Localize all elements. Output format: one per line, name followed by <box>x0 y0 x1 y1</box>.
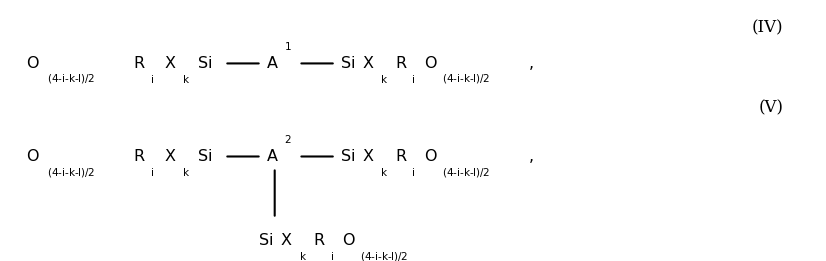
Text: $\mathrm{R}$: $\mathrm{R}$ <box>313 232 326 249</box>
Text: $\mathrm{k}$: $\mathrm{k}$ <box>298 250 306 261</box>
Text: $\mathrm{,}$: $\mathrm{,}$ <box>529 148 534 165</box>
Text: $\mathrm{(4\text{-}i\text{-}k\text{-}l)/2}$: $\mathrm{(4\text{-}i\text{-}k\text{-}l)/… <box>442 165 490 179</box>
Text: $\mathrm{Si}$: $\mathrm{Si}$ <box>259 232 273 249</box>
Text: $\mathrm{i}$: $\mathrm{i}$ <box>150 166 154 178</box>
Text: $\mathrm{2}$: $\mathrm{2}$ <box>284 133 292 145</box>
Text: $\mathrm{O}$: $\mathrm{O}$ <box>424 148 437 165</box>
Text: $\mathrm{(4\text{-}i\text{-}k\text{-}l)/2}$: $\mathrm{(4\text{-}i\text{-}k\text{-}l)/… <box>442 73 490 85</box>
Text: (IV): (IV) <box>752 20 783 37</box>
Text: $\mathrm{O}$: $\mathrm{O}$ <box>342 232 356 249</box>
Text: $\mathrm{O}$: $\mathrm{O}$ <box>424 55 437 72</box>
Text: $\mathrm{A}$: $\mathrm{A}$ <box>266 55 278 72</box>
Text: $\mathrm{O}$: $\mathrm{O}$ <box>26 148 40 165</box>
Text: $\mathrm{X}$: $\mathrm{X}$ <box>362 148 374 165</box>
Text: $\mathrm{R}$: $\mathrm{R}$ <box>395 148 407 165</box>
Text: $\mathrm{k}$: $\mathrm{k}$ <box>380 166 388 178</box>
Text: $\mathrm{i}$: $\mathrm{i}$ <box>150 73 154 85</box>
Text: $\mathrm{O}$: $\mathrm{O}$ <box>26 55 40 72</box>
Text: $\mathrm{i}$: $\mathrm{i}$ <box>411 73 415 85</box>
Text: $\mathrm{(4\text{-}i\text{-}k\text{-}l)/2}$: $\mathrm{(4\text{-}i\text{-}k\text{-}l)/… <box>46 73 95 85</box>
Text: (V): (V) <box>758 99 783 116</box>
Text: $\mathrm{Si}$: $\mathrm{Si}$ <box>339 55 355 72</box>
Text: $\mathrm{X}$: $\mathrm{X}$ <box>164 148 177 165</box>
Text: $\mathrm{Si}$: $\mathrm{Si}$ <box>197 148 212 165</box>
Text: $\mathrm{i}$: $\mathrm{i}$ <box>411 166 415 178</box>
Text: $\mathrm{i}$: $\mathrm{i}$ <box>330 250 334 261</box>
Text: $\mathrm{(4\text{-}i\text{-}k\text{-}l)/2}$: $\mathrm{(4\text{-}i\text{-}k\text{-}l)/… <box>360 250 409 261</box>
Text: $\mathrm{X}$: $\mathrm{X}$ <box>281 232 293 249</box>
Text: $\mathrm{(4\text{-}i\text{-}k\text{-}l)/2}$: $\mathrm{(4\text{-}i\text{-}k\text{-}l)/… <box>46 165 95 179</box>
Text: $\mathrm{k}$: $\mathrm{k}$ <box>183 73 191 85</box>
Text: $\mathrm{Si}$: $\mathrm{Si}$ <box>197 55 212 72</box>
Text: $\mathrm{X}$: $\mathrm{X}$ <box>362 55 374 72</box>
Text: $\mathrm{X}$: $\mathrm{X}$ <box>164 55 177 72</box>
Text: $\mathrm{k}$: $\mathrm{k}$ <box>380 73 388 85</box>
Text: $\mathrm{1}$: $\mathrm{1}$ <box>284 40 292 52</box>
Text: $\mathrm{Si}$: $\mathrm{Si}$ <box>339 148 355 165</box>
Text: $\mathrm{A}$: $\mathrm{A}$ <box>266 148 278 165</box>
Text: $\mathrm{R}$: $\mathrm{R}$ <box>395 55 407 72</box>
Text: $\mathrm{k}$: $\mathrm{k}$ <box>183 166 191 178</box>
Text: $\mathrm{,}$: $\mathrm{,}$ <box>529 55 534 72</box>
Text: $\mathrm{R}$: $\mathrm{R}$ <box>133 148 146 165</box>
Text: $\mathrm{R}$: $\mathrm{R}$ <box>133 55 146 72</box>
